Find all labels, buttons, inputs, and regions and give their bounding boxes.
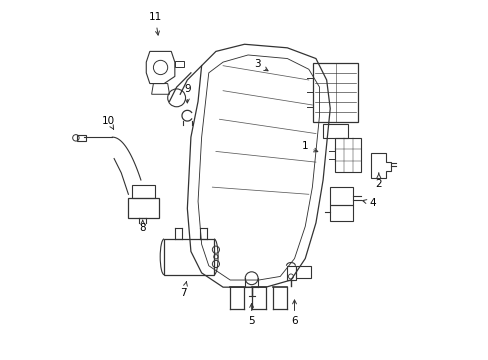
Text: 8: 8	[139, 220, 146, 233]
Text: 4: 4	[362, 198, 376, 208]
Text: 7: 7	[180, 282, 187, 297]
Text: 2: 2	[375, 173, 381, 189]
Text: 1: 1	[301, 141, 317, 152]
Text: 3: 3	[253, 59, 267, 71]
Bar	[329, 187, 353, 205]
Bar	[323, 124, 347, 138]
Bar	[334, 138, 361, 172]
Text: 9: 9	[183, 84, 190, 103]
Bar	[286, 266, 295, 280]
Bar	[295, 266, 310, 278]
Bar	[128, 198, 159, 217]
Bar	[77, 135, 85, 141]
Text: 11: 11	[148, 13, 162, 35]
Text: 10: 10	[102, 116, 115, 129]
Text: 6: 6	[290, 300, 297, 326]
Bar	[132, 185, 155, 198]
Text: 5: 5	[248, 303, 254, 326]
Bar	[329, 205, 353, 221]
Bar	[175, 61, 183, 67]
Bar	[313, 63, 357, 122]
Bar	[164, 239, 214, 275]
